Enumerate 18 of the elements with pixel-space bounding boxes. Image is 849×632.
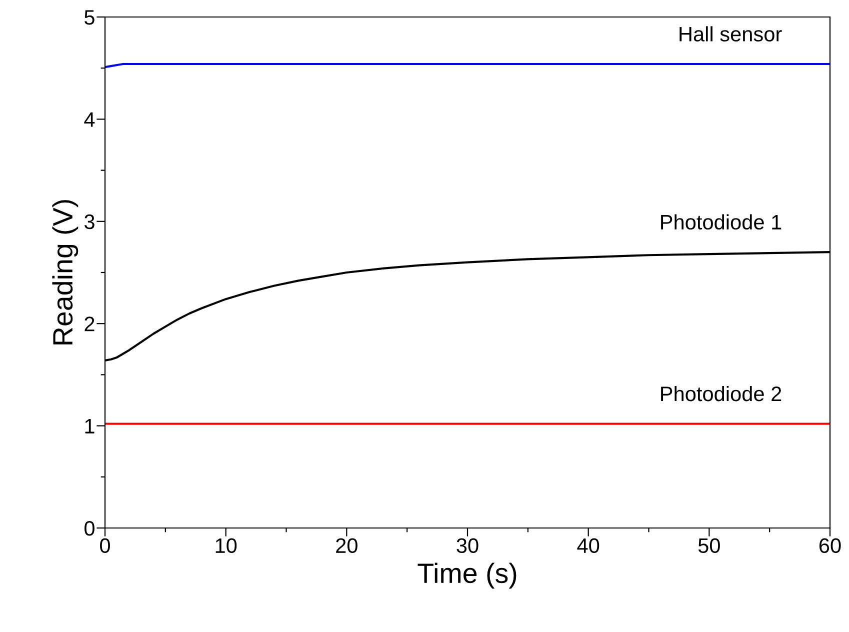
x-tick-label: 0	[100, 538, 110, 554]
y-tick-label: 3	[84, 214, 94, 230]
y-tick-label: 5	[84, 10, 94, 25]
series-label: Hall sensor	[680, 26, 782, 42]
y-tick-label: 4	[84, 112, 95, 127]
y-axis-title: Reading (V)	[52, 200, 78, 344]
x-tick-label: 60	[819, 538, 841, 554]
x-tick-label: 10	[216, 538, 237, 554]
x-tick-label: 20	[336, 538, 358, 554]
y-tick-label: 2	[84, 316, 94, 332]
series-label: Photodiode 2	[661, 386, 782, 402]
x-axis-title: Time (s)	[418, 562, 516, 589]
y-tick-label: 1	[85, 419, 94, 434]
x-tick-label: 40	[577, 538, 600, 554]
x-tick-label: 50	[698, 538, 720, 554]
y-tick-label: 0	[84, 521, 94, 536]
series-label: Photodiode 1	[661, 214, 782, 230]
x-tick-label: 30	[456, 538, 478, 554]
